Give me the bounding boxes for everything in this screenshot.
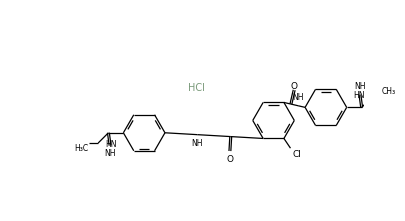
Text: NH: NH bbox=[353, 82, 365, 91]
Text: O: O bbox=[226, 155, 233, 164]
Text: H₃C: H₃C bbox=[74, 144, 88, 153]
Text: HN: HN bbox=[105, 140, 116, 149]
Text: NH: NH bbox=[292, 93, 303, 102]
Text: HCl: HCl bbox=[188, 83, 205, 93]
Text: O: O bbox=[290, 82, 297, 91]
Text: NH: NH bbox=[104, 149, 115, 158]
Text: NH: NH bbox=[191, 139, 202, 148]
Text: CH₃: CH₃ bbox=[381, 87, 395, 96]
Text: HN: HN bbox=[353, 91, 364, 100]
Text: Cl: Cl bbox=[292, 150, 301, 159]
